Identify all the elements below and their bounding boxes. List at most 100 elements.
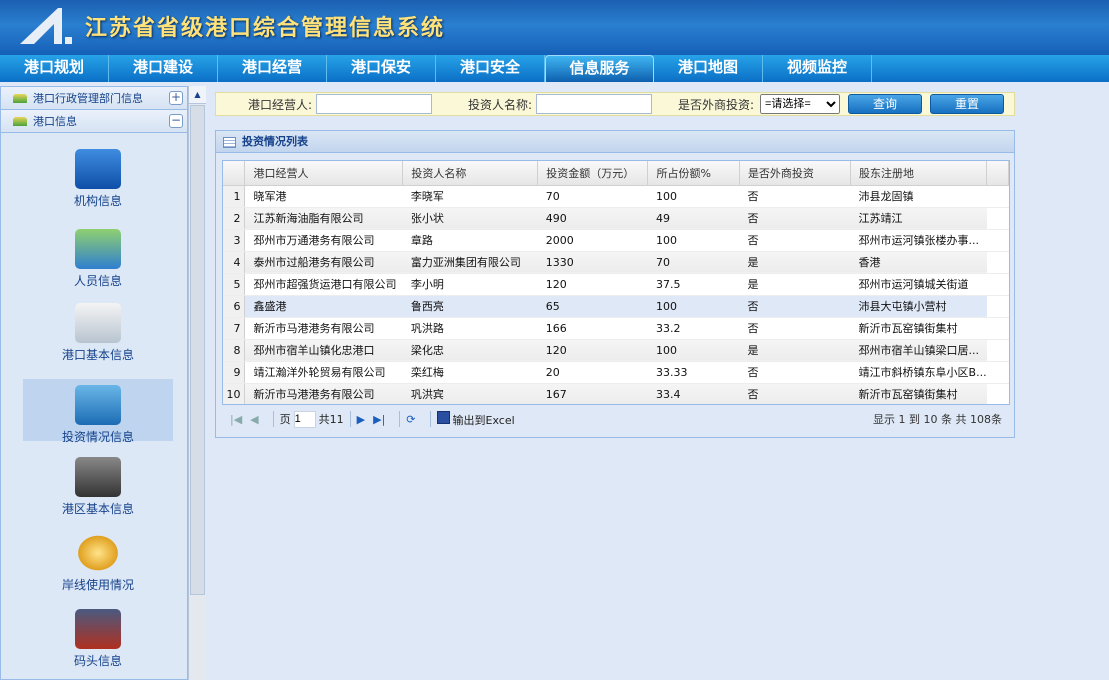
scroll-thumb[interactable] [190,105,205,595]
table-cell: 李晓军 [402,185,538,208]
item-label: 港区基本信息 [61,502,134,516]
table-row[interactable]: 6 鑫盛港 鲁西亮 65 100 否沛县大屯镇小营村 [223,295,1009,318]
sidebar-item-port-basic[interactable]: 港口基本信息 [23,303,173,365]
table-cell: 否 [739,361,851,384]
table-cell: 37.5 [647,273,740,296]
operator-input[interactable] [316,94,432,114]
operator-label: 港口经营人: [247,97,312,112]
table-cell: 新沂市瓦窑镇街集村 [850,383,987,404]
investment-panel: 投资情况列表 港口经营人 投资人名称 投资金额（万元） 所占份额% 是否外商投资… [215,130,1015,438]
nav-item-planning[interactable]: 港口规划 [0,55,109,82]
panel-header: 投资情况列表 [216,131,1014,153]
nav-item-video[interactable]: 视频监控 [763,55,872,82]
sidebar-item-org[interactable]: 机构信息 [23,149,173,211]
document-magnifier-icon [75,303,121,343]
table-row[interactable]: 3 邳州市万通港务有限公司 章路 2000 100 否邳州市运河镇张楼办事... [223,229,1009,252]
first-page-icon[interactable]: |◀ [230,412,243,426]
column-header[interactable]: 所占份额% [647,161,740,186]
table-cell: 70 [537,185,648,208]
nav-item-info-service[interactable]: 信息服务 [545,55,654,82]
item-label: 码头信息 [73,654,122,668]
sidebar-item-investment[interactable]: 投资情况信息 [23,379,173,444]
investor-label: 投资人名称: [467,97,532,112]
row-number: 9 [223,361,246,384]
table-cell: 100 [647,295,740,318]
nav-item-operation[interactable]: 港口经营 [218,55,327,82]
save-disk-icon [436,410,450,424]
row-number: 3 [223,229,246,252]
column-header[interactable]: 投资人名称 [402,161,539,186]
column-header[interactable]: 股东注册地 [850,161,988,186]
row-spacer [986,339,1009,362]
foreign-select[interactable]: =请选择= [760,94,840,114]
page-input[interactable] [293,410,316,428]
refresh-icon[interactable]: ⟳ [406,412,416,426]
next-page-icon[interactable]: ▶ [356,412,366,426]
row-number: 2 [223,207,246,230]
row-number: 4 [223,251,246,274]
table-row[interactable]: 8 邳州市宿羊山镇化忠港口 梁化忠 120 100 是邳州市宿羊山镇梁口居... [223,339,1009,362]
page-label: 页 [279,413,291,426]
gps-device-icon [75,457,121,497]
table-cell: 65 [537,295,648,318]
table-cell: 33.2 [647,317,740,340]
row-spacer [986,273,1009,296]
collapse-icon[interactable]: − [169,113,183,128]
table-cell: 邳州市万通港务有限公司 [244,229,403,252]
nav-item-safety[interactable]: 港口安全 [436,55,545,82]
nav-item-construction[interactable]: 港口建设 [109,55,218,82]
sidebar-scrollbar[interactable]: ▲ [188,86,206,680]
table-cell: 新沂市马港港务有限公司 [244,383,403,404]
expand-icon[interactable]: + [169,90,183,105]
table-row[interactable]: 9 靖江瀚洋外轮贸易有限公司 栾红梅 20 33.33 否靖江市斜桥镇东阜小区B... [223,361,1009,384]
nav-item-port-map[interactable]: 港口地图 [654,55,763,82]
leaf-icon [13,93,27,103]
table-cell: 100 [647,339,740,362]
item-label: 港口基本信息 [61,348,134,362]
sidebar: 港口行政管理部门信息 + 港口信息 − 机构信息 人员信息 港口基本信息 投资情况信… [0,86,188,680]
sidebar-item-wharf[interactable]: 码头信息 [23,609,173,671]
table-cell: 120 [537,339,648,362]
table-row[interactable]: 5 邳州市超强货运港口有限公司 李小明 120 37.5 是邳州市运河镇城关街道 [223,273,1009,296]
table-row[interactable]: 1 晓军港 李晓军 70 100 否沛县龙固镇 [223,185,1009,208]
nav-item-security[interactable]: 港口保安 [327,55,436,82]
table-row[interactable]: 2 江苏新海油脂有限公司 张小状 490 49 否江苏靖江 [223,207,1009,230]
sidebar-group-port[interactable]: 港口信息 − [1,110,187,133]
total-pages: 共11 [318,413,344,426]
query-button[interactable]: 查询 [848,94,922,114]
table-cell: 章路 [402,229,538,252]
sidebar-item-shoreline[interactable]: 岸线使用情况 [23,533,173,595]
table-cell: 晓军港 [244,185,403,208]
table-cell: 49 [647,207,740,230]
export-excel-button[interactable]: 输出到Excel [436,410,515,428]
column-header[interactable]: 投资金额（万元） [537,161,649,186]
table-row[interactable]: 10 新沂市马港港务有限公司 巩洪宾 167 33.4 否新沂市瓦窑镇街集村 [223,383,1009,404]
table-cell: 否 [739,383,851,404]
table-cell: 490 [537,207,648,230]
column-header[interactable]: 港口经营人 [244,161,404,186]
table-cell: 邳州市运河镇城关街道 [850,273,987,296]
last-page-icon[interactable]: ▶| [373,412,386,426]
pager-info: 显示 1 到 10 条 共 108条 [873,413,1002,426]
sidebar-group-admin[interactable]: 港口行政管理部门信息 + [1,87,187,110]
sidebar-item-staff[interactable]: 人员信息 [23,229,173,291]
leaf-icon [13,116,27,126]
table-cell: 否 [739,229,851,252]
divider [429,411,431,427]
export-label: 输出到Excel [452,413,515,427]
row-spacer [986,361,1009,384]
group-label: 港口行政管理部门信息 [33,92,143,105]
reset-button[interactable]: 重置 [930,94,1004,114]
sidebar-item-zone[interactable]: 港区基本信息 [23,457,173,519]
row-number: 6 [223,295,246,318]
table-cell: 香港 [850,251,987,274]
table-row[interactable]: 7 新沂市马港港务有限公司 巩洪路 166 33.2 否新沂市瓦窑镇街集村 [223,317,1009,340]
table-cell: 巩洪宾 [402,383,538,404]
column-header[interactable]: 是否外商投资 [739,161,852,186]
scroll-up-icon[interactable]: ▲ [189,86,206,104]
logo-icon [20,8,72,44]
table-row[interactable]: 4 泰州市过船港务有限公司 富力亚洲集团有限公司 1330 70 是香港 [223,251,1009,274]
investor-input[interactable] [536,94,652,114]
prev-page-icon[interactable]: ◀ [250,412,259,426]
table-cell: 是 [739,273,851,296]
